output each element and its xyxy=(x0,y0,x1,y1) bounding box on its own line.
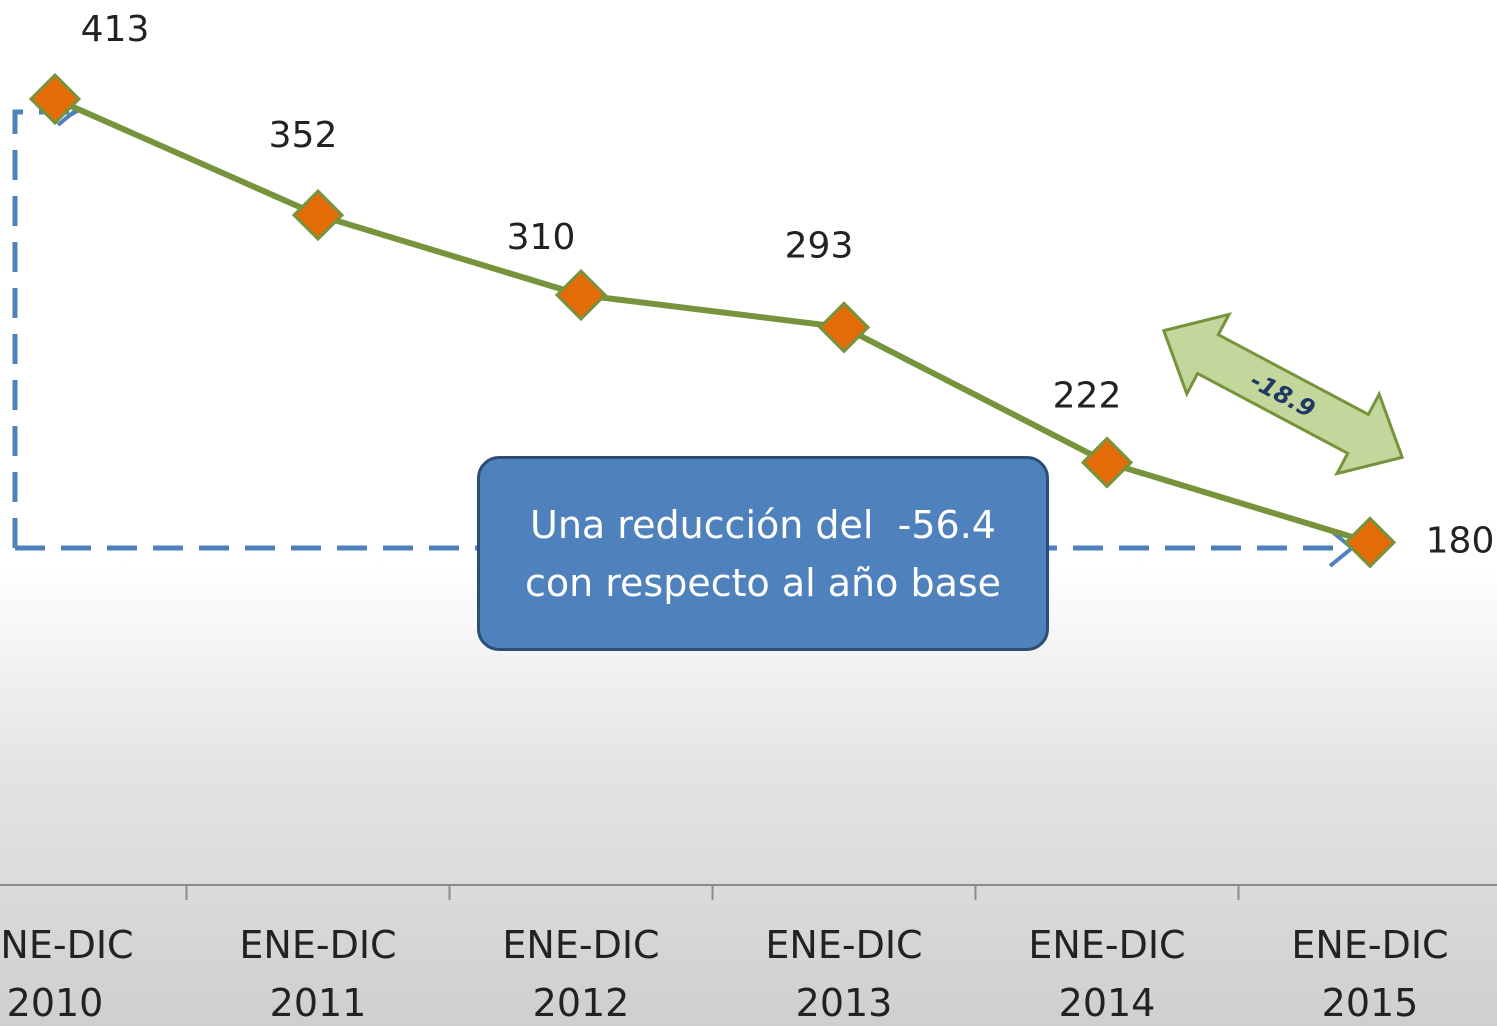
marker xyxy=(817,301,871,354)
value-label: 222 xyxy=(1053,375,1122,416)
value-label: 352 xyxy=(269,115,338,156)
x-tick-label: ENE-DIC 2010 xyxy=(0,923,134,1025)
line xyxy=(53,96,1371,546)
marker xyxy=(291,188,345,242)
double-arrow: -18.9 xyxy=(1161,312,1405,476)
annotation-box: Una reducción del -56.4 con respecto al … xyxy=(477,456,1049,651)
value-label: 180 xyxy=(1426,520,1495,561)
x-tick-label: ENE-DIC 2015 xyxy=(1291,923,1449,1025)
marker xyxy=(1343,516,1397,569)
marker xyxy=(28,72,82,126)
x-tick-label: ENE-DIC 2011 xyxy=(239,923,397,1025)
x-tick-label: ENE-DIC 2012 xyxy=(502,923,660,1025)
marker xyxy=(554,268,608,322)
x-tick-label: ENE-DIC 2013 xyxy=(765,923,923,1025)
connector xyxy=(12,107,80,548)
value-label: 293 xyxy=(785,225,854,266)
marker xyxy=(1080,436,1134,489)
value-label: 310 xyxy=(507,217,576,258)
value-label: 413 xyxy=(81,9,150,50)
x-tick-label: ENE-DIC 2014 xyxy=(1028,923,1186,1025)
